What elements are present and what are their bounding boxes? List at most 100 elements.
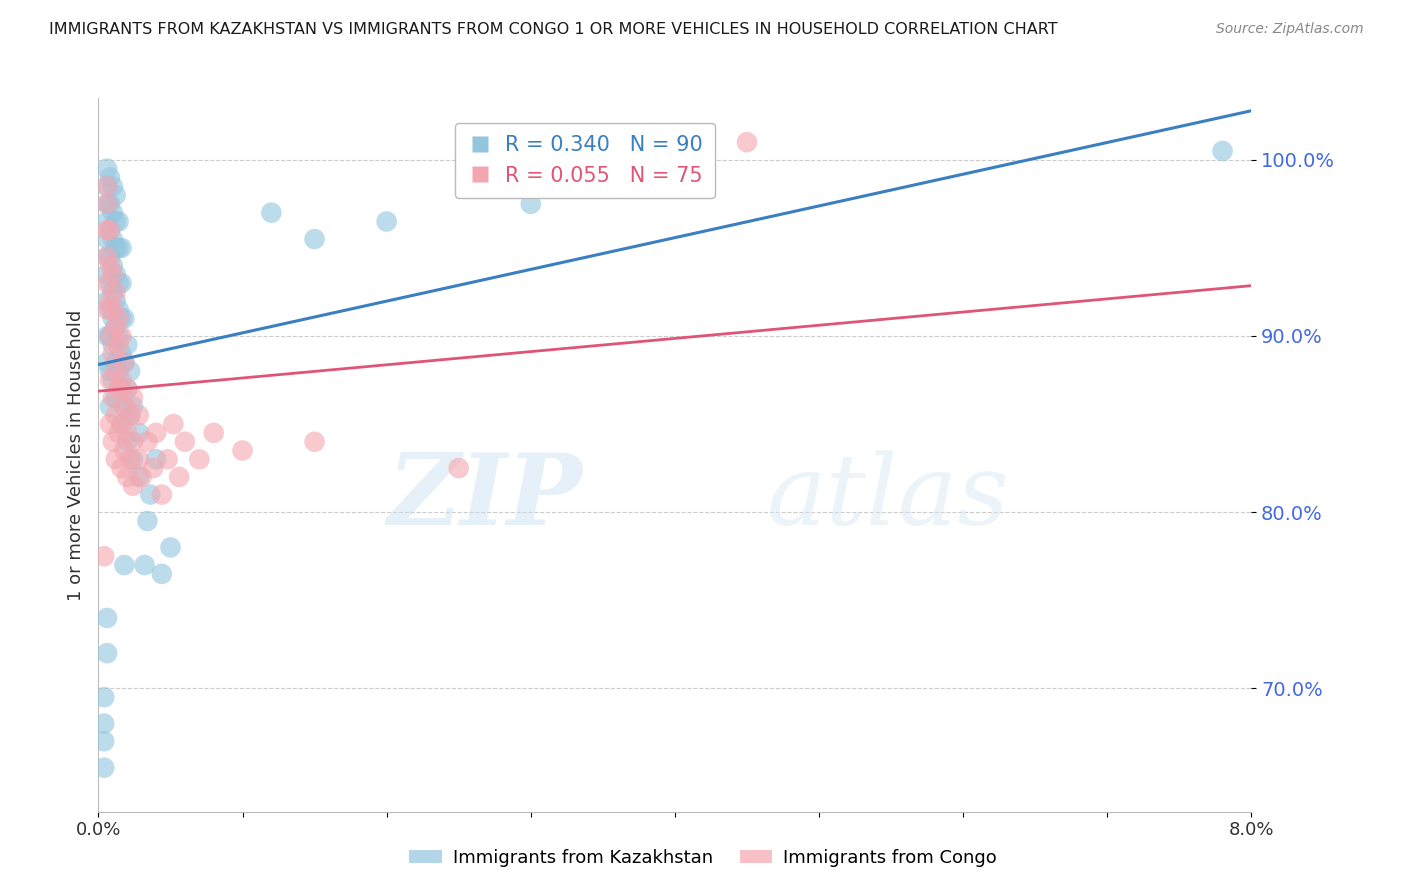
- Point: [104, 214, 127, 228]
- Point: [98, 259, 121, 273]
- Point: [101, 205, 124, 219]
- Point: [93, 734, 115, 748]
- Point: [101, 302, 124, 317]
- Point: [96, 611, 118, 625]
- Point: [101, 373, 124, 387]
- Y-axis label: 1 or more Vehicles in Household: 1 or more Vehicles in Household: [66, 310, 84, 600]
- Point: [101, 346, 124, 360]
- Point: [112, 355, 135, 369]
- Point: [447, 461, 470, 475]
- Point: [122, 434, 145, 449]
- Point: [96, 302, 118, 317]
- Point: [131, 470, 153, 484]
- Point: [112, 400, 135, 414]
- Point: [96, 250, 118, 264]
- Text: Source: ZipAtlas.com: Source: ZipAtlas.com: [1216, 22, 1364, 37]
- Point: [93, 716, 115, 731]
- Point: [96, 223, 118, 237]
- Point: [231, 443, 254, 458]
- Point: [98, 373, 121, 387]
- Point: [117, 338, 139, 352]
- Point: [145, 452, 167, 467]
- Point: [128, 425, 150, 440]
- Point: [142, 461, 165, 475]
- Point: [107, 241, 129, 255]
- Point: [104, 391, 127, 405]
- Point: [110, 241, 132, 255]
- Point: [104, 293, 127, 308]
- Point: [98, 250, 121, 264]
- Point: [98, 417, 121, 431]
- Point: [120, 364, 142, 378]
- Point: [104, 241, 127, 255]
- Point: [112, 311, 135, 326]
- Point: [101, 232, 124, 246]
- Point: [96, 646, 118, 660]
- Point: [107, 364, 129, 378]
- Point: [96, 250, 118, 264]
- Point: [110, 417, 132, 431]
- Legend: R = 0.340   N = 90, R = 0.055   N = 75: R = 0.340 N = 90, R = 0.055 N = 75: [454, 123, 716, 198]
- Text: atlas: atlas: [768, 450, 1010, 545]
- Point: [167, 470, 190, 484]
- Point: [107, 382, 129, 396]
- Point: [136, 434, 159, 449]
- Point: [122, 391, 145, 405]
- Point: [104, 188, 127, 202]
- Point: [304, 434, 326, 449]
- Point: [101, 391, 124, 405]
- Point: [150, 487, 173, 501]
- Point: [174, 434, 197, 449]
- Point: [520, 197, 543, 211]
- Point: [139, 487, 162, 501]
- Point: [110, 382, 132, 396]
- Point: [1212, 144, 1234, 158]
- Point: [96, 329, 118, 343]
- Point: [107, 311, 129, 326]
- Point: [202, 425, 225, 440]
- Point: [98, 364, 121, 378]
- Point: [304, 232, 326, 246]
- Point: [98, 223, 121, 237]
- Point: [110, 276, 132, 290]
- Point: [117, 425, 139, 440]
- Point: [101, 179, 124, 194]
- Point: [107, 329, 129, 343]
- Point: [110, 461, 132, 475]
- Point: [101, 311, 124, 326]
- Point: [101, 268, 124, 282]
- Point: [735, 135, 758, 149]
- Point: [96, 268, 118, 282]
- Point: [117, 434, 139, 449]
- Point: [117, 470, 139, 484]
- Point: [128, 409, 150, 423]
- Point: [96, 355, 118, 369]
- Point: [128, 452, 150, 467]
- Point: [93, 549, 115, 564]
- Point: [96, 232, 118, 246]
- Point: [122, 400, 145, 414]
- Point: [93, 761, 115, 775]
- Point: [96, 276, 118, 290]
- Point: [98, 170, 121, 185]
- Point: [110, 311, 132, 326]
- Point: [110, 346, 132, 360]
- Point: [96, 197, 118, 211]
- Legend: Immigrants from Kazakhstan, Immigrants from Congo: Immigrants from Kazakhstan, Immigrants f…: [402, 842, 1004, 874]
- Point: [98, 276, 121, 290]
- Point: [98, 302, 121, 317]
- Point: [117, 382, 139, 396]
- Point: [156, 452, 179, 467]
- Point: [107, 276, 129, 290]
- Point: [104, 355, 127, 369]
- Point: [104, 320, 127, 334]
- Point: [120, 409, 142, 423]
- Point: [112, 443, 135, 458]
- Point: [96, 214, 118, 228]
- Point: [260, 205, 283, 219]
- Point: [101, 338, 124, 352]
- Point: [104, 452, 127, 467]
- Point: [98, 329, 121, 343]
- Point: [96, 179, 118, 194]
- Point: [122, 479, 145, 493]
